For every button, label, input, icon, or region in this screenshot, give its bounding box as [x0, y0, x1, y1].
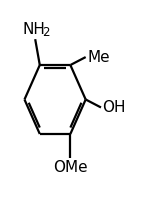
Text: OMe: OMe [53, 160, 88, 175]
Text: 2: 2 [42, 25, 50, 39]
Text: OH: OH [103, 100, 126, 115]
Text: NH: NH [22, 22, 45, 37]
Text: Me: Me [87, 50, 110, 64]
